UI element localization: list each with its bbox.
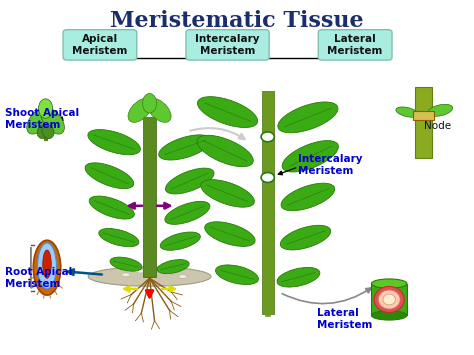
Ellipse shape: [396, 107, 419, 117]
Polygon shape: [413, 111, 434, 120]
Ellipse shape: [41, 108, 64, 134]
Text: Apical
Meristem: Apical Meristem: [72, 34, 128, 56]
Text: Intercalary
Meristem: Intercalary Meristem: [195, 34, 260, 56]
Circle shape: [261, 173, 274, 182]
Ellipse shape: [27, 108, 50, 134]
Text: Lateral
Meristem: Lateral Meristem: [318, 308, 373, 330]
Polygon shape: [415, 87, 432, 158]
Ellipse shape: [428, 104, 453, 116]
Ellipse shape: [383, 294, 395, 305]
Ellipse shape: [165, 201, 210, 224]
Ellipse shape: [99, 229, 139, 247]
Ellipse shape: [42, 125, 54, 138]
Ellipse shape: [282, 141, 338, 172]
Text: Intercalary
Meristem: Intercalary Meristem: [299, 154, 363, 176]
Polygon shape: [144, 118, 156, 277]
Ellipse shape: [198, 97, 258, 127]
Ellipse shape: [277, 267, 320, 287]
Ellipse shape: [128, 98, 152, 122]
Ellipse shape: [372, 311, 407, 320]
Ellipse shape: [216, 265, 258, 285]
Ellipse shape: [37, 125, 49, 138]
Text: Meristematic Tissue: Meristematic Tissue: [110, 10, 364, 32]
Ellipse shape: [281, 183, 335, 211]
Ellipse shape: [160, 232, 201, 250]
Ellipse shape: [37, 243, 56, 289]
Ellipse shape: [159, 135, 211, 160]
Ellipse shape: [197, 135, 253, 167]
Ellipse shape: [378, 290, 400, 309]
Ellipse shape: [374, 286, 404, 312]
Ellipse shape: [157, 260, 189, 274]
Ellipse shape: [164, 271, 173, 275]
Ellipse shape: [278, 102, 338, 133]
Polygon shape: [372, 284, 407, 315]
Ellipse shape: [110, 257, 142, 271]
Text: Shoot Apical
Meristem: Shoot Apical Meristem: [5, 108, 80, 130]
Ellipse shape: [88, 130, 140, 155]
Text: Node: Node: [424, 121, 451, 131]
Ellipse shape: [147, 98, 171, 122]
FancyBboxPatch shape: [186, 30, 269, 60]
Ellipse shape: [89, 196, 134, 219]
Ellipse shape: [165, 168, 214, 194]
Ellipse shape: [38, 99, 53, 118]
Text: Lateral
Meristem: Lateral Meristem: [328, 34, 383, 56]
FancyBboxPatch shape: [63, 30, 137, 60]
Polygon shape: [262, 91, 274, 313]
Ellipse shape: [85, 163, 134, 189]
Ellipse shape: [122, 273, 130, 277]
Ellipse shape: [136, 269, 145, 273]
Circle shape: [261, 132, 274, 142]
Text: Root Apical
Meristem: Root Apical Meristem: [5, 267, 73, 289]
FancyBboxPatch shape: [318, 30, 392, 60]
Ellipse shape: [33, 240, 61, 295]
Ellipse shape: [372, 279, 407, 288]
Ellipse shape: [88, 267, 211, 286]
Ellipse shape: [280, 225, 331, 250]
Ellipse shape: [43, 250, 51, 278]
Ellipse shape: [143, 93, 156, 113]
Ellipse shape: [178, 275, 187, 278]
Ellipse shape: [205, 222, 255, 246]
Ellipse shape: [201, 180, 255, 207]
